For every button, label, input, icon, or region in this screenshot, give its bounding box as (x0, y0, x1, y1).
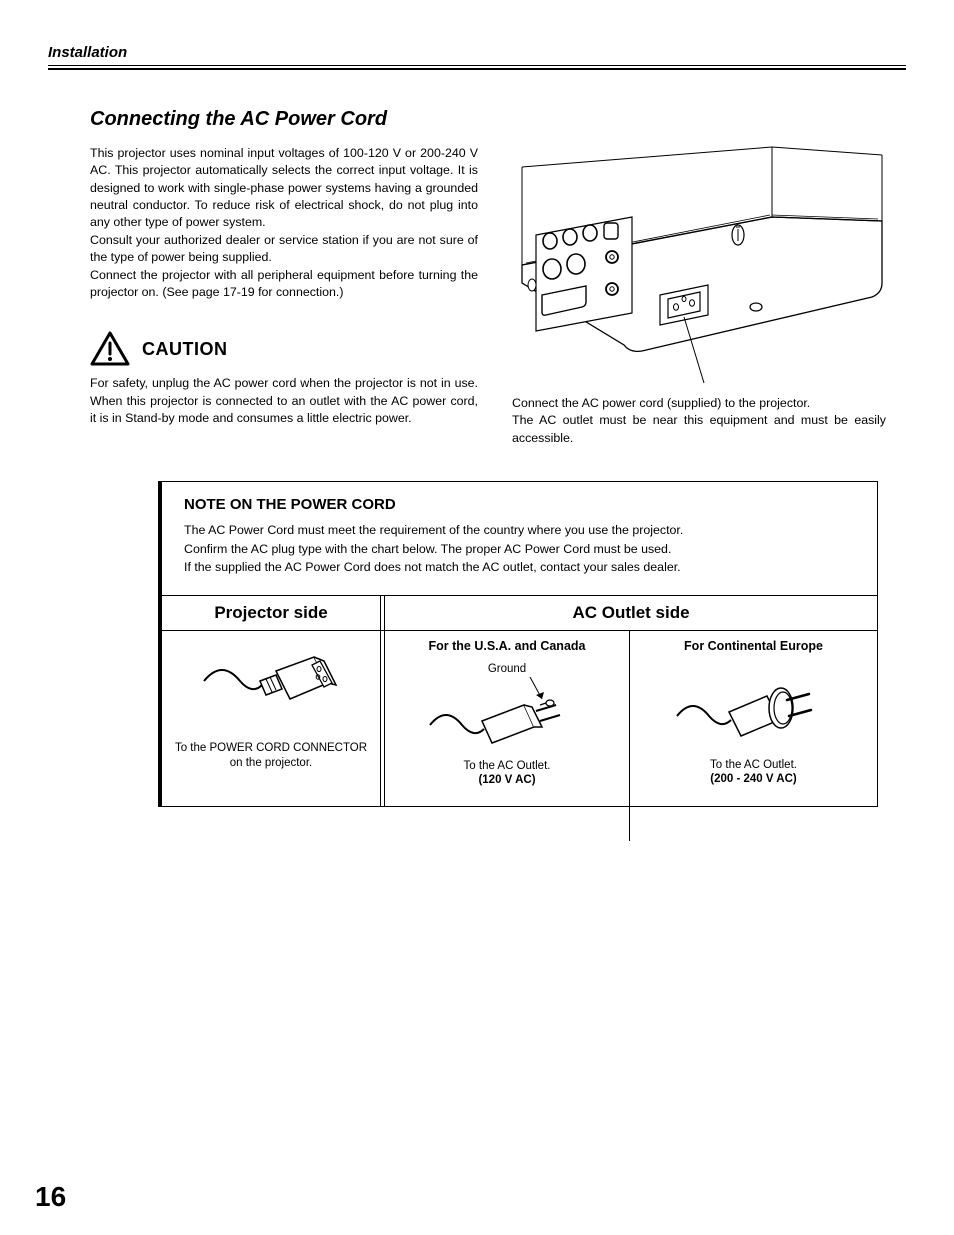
usa-caption-1: To the AC Outlet. (464, 759, 551, 774)
intro-paragraph-1: This projector uses nominal input voltag… (90, 145, 478, 232)
header-rule-thick (48, 68, 906, 70)
eu-plug-icon (669, 664, 839, 754)
outlet-side-column: AC Outlet side For the U.S.A. and Canada… (380, 596, 877, 806)
note-top: NOTE ON THE POWER CORD The AC Power Cord… (162, 482, 877, 595)
projector-side-cell: To the POWER CORD CONNECTOR on the proje… (162, 631, 380, 806)
page-title: Connecting the AC Power Cord (90, 108, 906, 131)
intro-paragraph-2: Consult your authorized dealer or servic… (90, 232, 478, 267)
intro-paragraph-3: Connect the projector with all periphera… (90, 267, 478, 302)
projector-side-caption: To the POWER CORD CONNECTOR on the proje… (170, 741, 372, 771)
caution-label: CAUTION (142, 339, 228, 360)
cord-table: Projector side (162, 595, 877, 806)
eu-caption-2: (200 - 240 V AC) (710, 773, 797, 785)
outlet-side-header: AC Outlet side (381, 596, 877, 631)
usa-cell: Ground (385, 657, 629, 797)
page-number: 16 (35, 1181, 66, 1213)
eu-header: For Continental Europe (630, 631, 877, 657)
ground-label: Ground (488, 663, 526, 675)
section-header: Installation (48, 44, 906, 65)
iec-connector-icon (196, 637, 346, 737)
header-rule-thin (48, 65, 906, 66)
left-column: This projector uses nominal input voltag… (90, 145, 478, 447)
two-column-layout: This projector uses nominal input voltag… (90, 145, 906, 447)
caution-icon (90, 331, 130, 367)
projector-side-header: Projector side (162, 596, 380, 631)
outlet-subgrid: For the U.S.A. and Canada Ground (381, 631, 877, 841)
usa-column: For the U.S.A. and Canada Ground (381, 631, 629, 841)
projector-side-column: Projector side (162, 596, 380, 806)
note-title: NOTE ON THE POWER CORD (184, 496, 855, 513)
figure-caption-1: Connect the AC power cord (supplied) to … (512, 395, 886, 412)
figure-caption-2: The AC outlet must be near this equipmen… (512, 412, 886, 447)
usa-caption-2: (120 V AC) (478, 774, 535, 786)
note-box: NOTE ON THE POWER CORD The AC Power Cord… (158, 481, 878, 807)
note-line-2: Confirm the AC plug type with the chart … (184, 540, 855, 559)
caution-header: CAUTION (90, 331, 478, 367)
us-plug-icon (422, 675, 592, 755)
eu-column: For Continental Europe (629, 631, 877, 841)
usa-header: For the U.S.A. and Canada (385, 631, 629, 657)
caution-body: For safety, unplug the AC power cord whe… (90, 375, 478, 427)
right-column: Connect the AC power cord (supplied) to … (512, 145, 886, 447)
note-line-1: The AC Power Cord must meet the requirem… (184, 521, 855, 540)
eu-caption-1: To the AC Outlet. (710, 758, 797, 773)
note-line-3: If the supplied the AC Power Cord does n… (184, 558, 855, 577)
projector-diagram (512, 145, 886, 385)
eu-cell: To the AC Outlet. (200 - 240 V AC) (630, 657, 877, 797)
